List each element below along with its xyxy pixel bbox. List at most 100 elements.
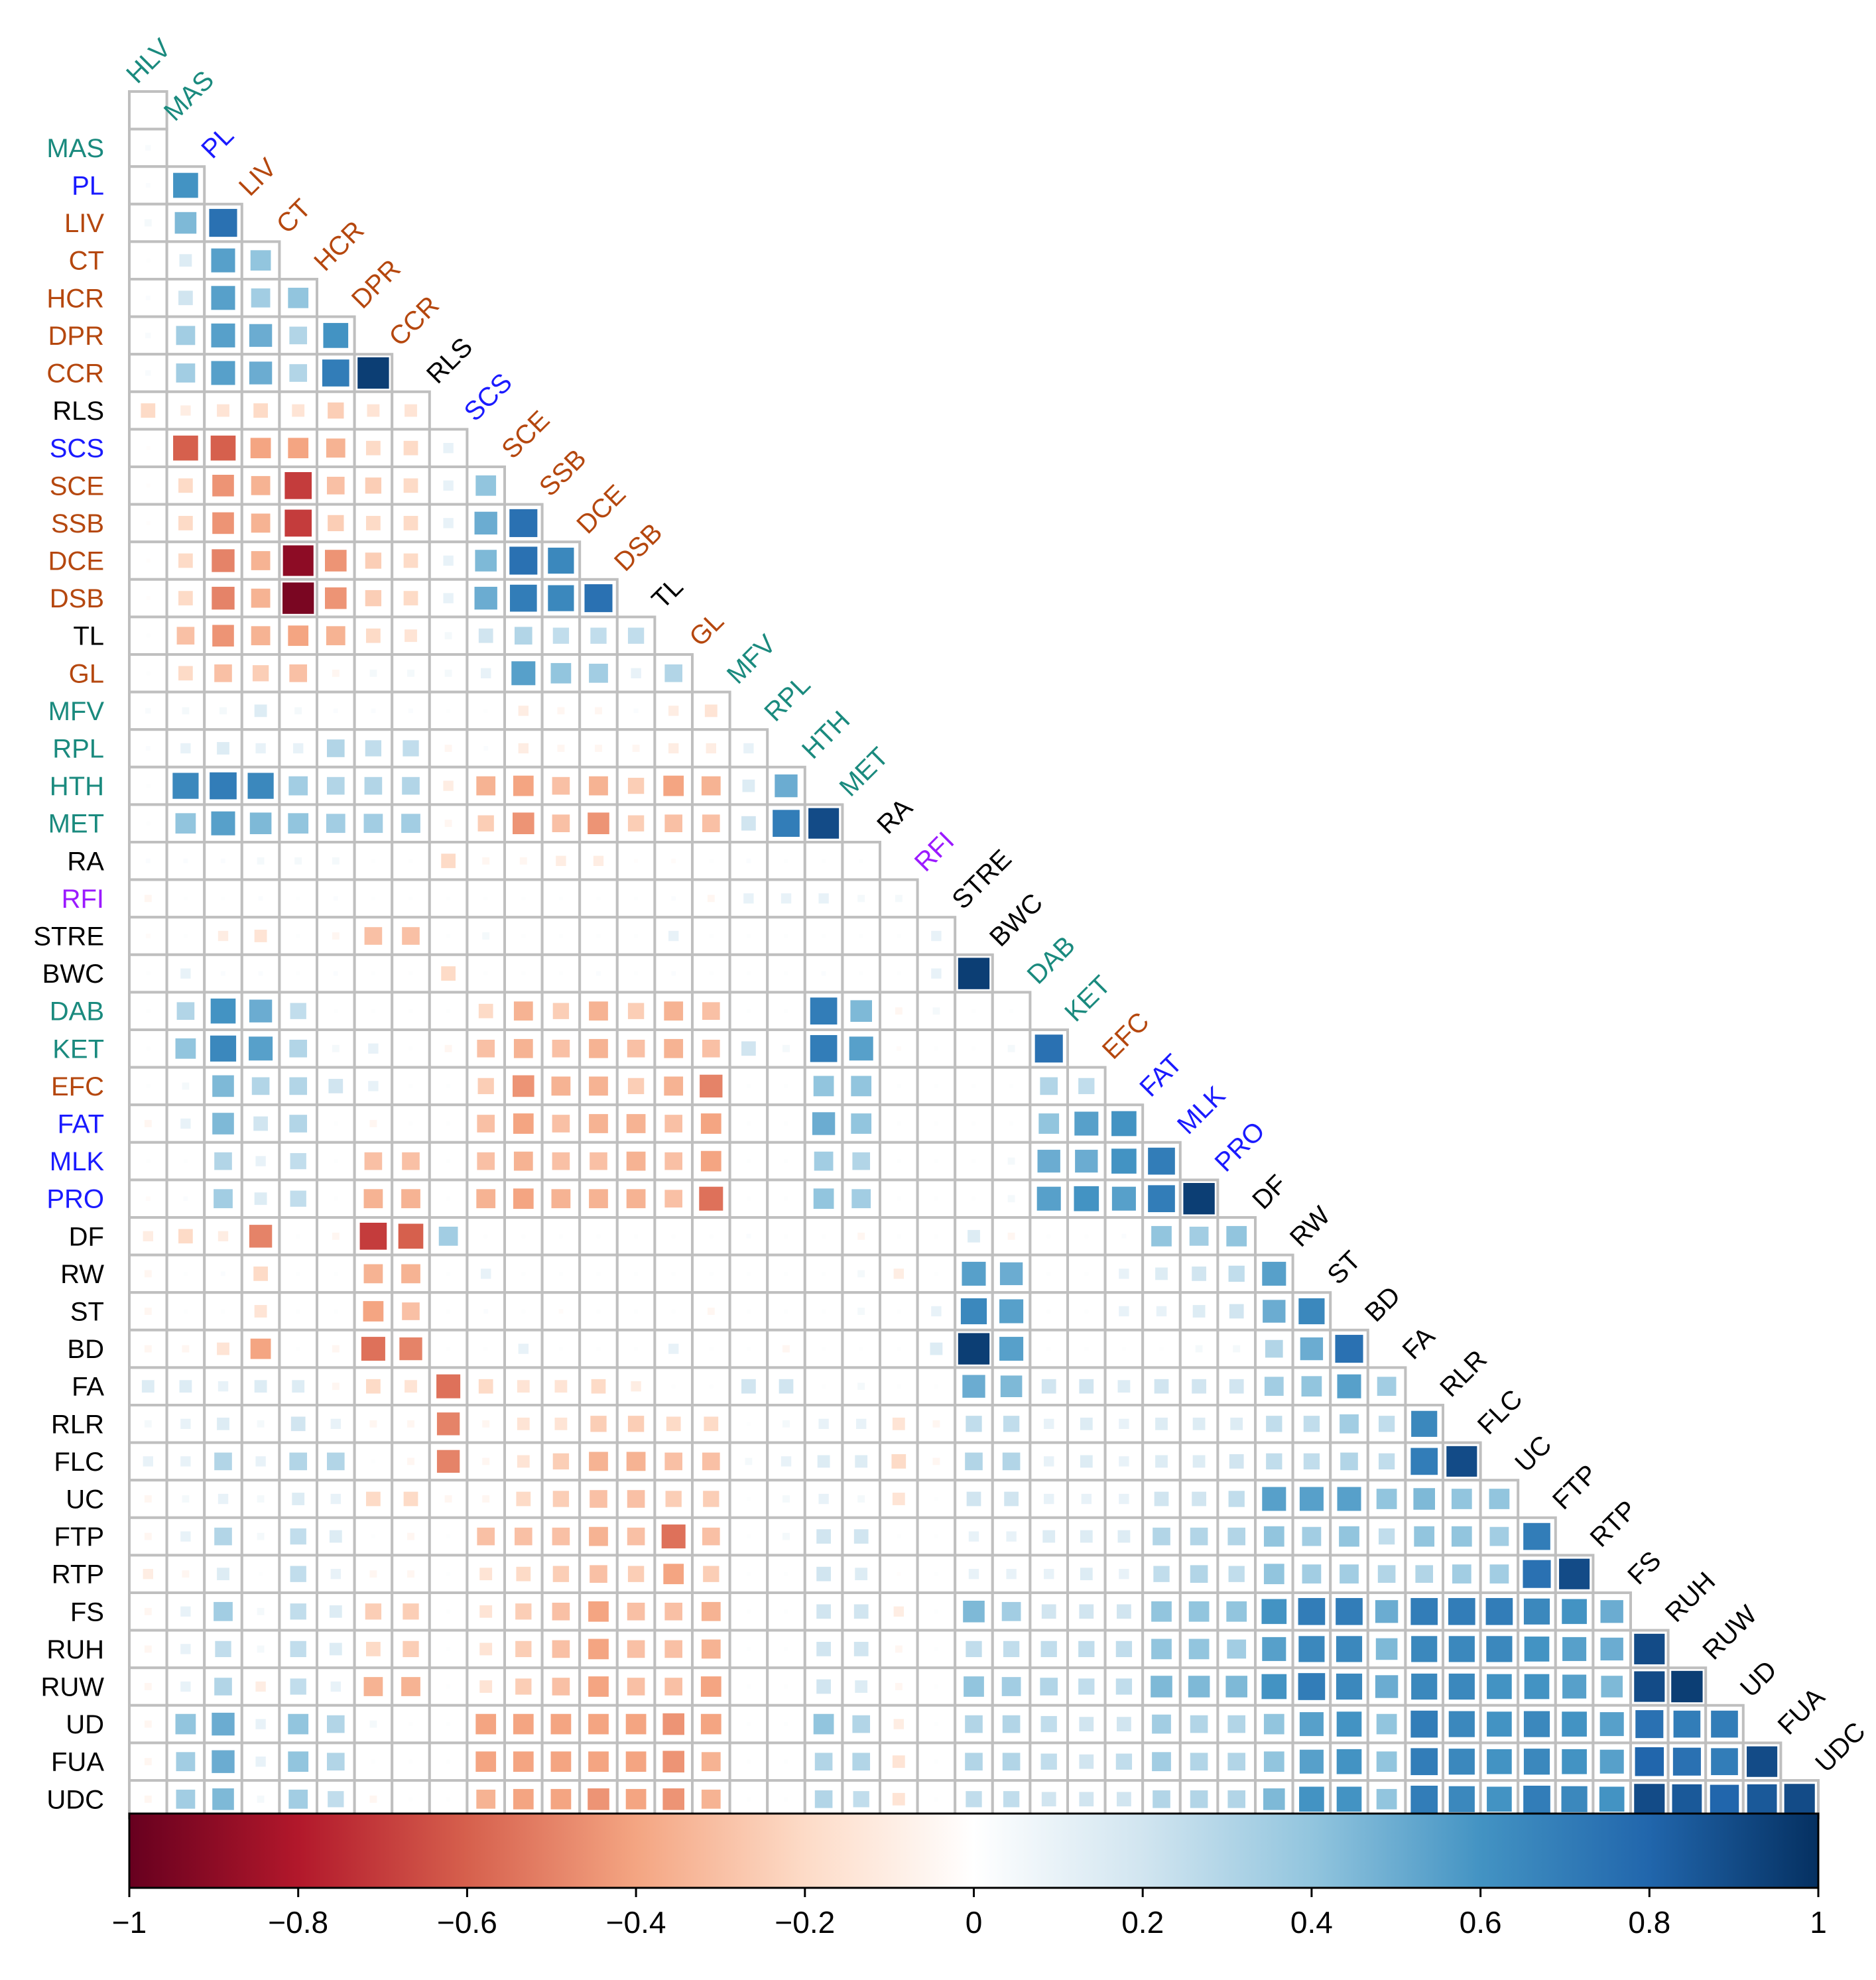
- heatmap-cell-BD-GL: [709, 1347, 714, 1351]
- heatmap-cell-MLK-SSB: [552, 1152, 570, 1170]
- heatmap-cell-FUA-CT: [288, 1751, 309, 1772]
- heatmap-cell-RUW-MFV: [746, 1684, 751, 1689]
- heatmap-cell-RW-LIV: [253, 1267, 268, 1281]
- heatmap-cell-RTP-FLC: [1489, 1564, 1509, 1584]
- heatmap-cell-RPL-RLS: [444, 745, 452, 752]
- row-label-DPR: DPR: [48, 322, 104, 351]
- heatmap-cell-FLC-GL: [702, 1452, 720, 1471]
- heatmap-cell-MFV-RLS: [446, 708, 451, 713]
- heatmap-cell-RUW-MAS: [180, 1681, 191, 1692]
- heatmap-cell-RLR-MET: [856, 1418, 867, 1429]
- heatmap-cell-RLR-CT: [290, 1416, 306, 1432]
- heatmap-cell-KET-DSB: [627, 1039, 645, 1058]
- heatmap-cell-CCR-MAS: [176, 363, 196, 383]
- heatmap-cell-BD-SSB: [558, 1347, 563, 1351]
- heatmap-cell-RW-DCE: [596, 1271, 601, 1276]
- row-label-RPL: RPL: [52, 735, 104, 764]
- heatmap-cell-DSB-SCS: [474, 586, 497, 610]
- heatmap-cell-RA-PL: [221, 858, 225, 863]
- heatmap-cell-PL-HLV: [145, 183, 151, 188]
- heatmap-cell-RUW-RA: [895, 1683, 903, 1690]
- heatmap-cell-FA-FAT: [1154, 1379, 1169, 1394]
- heatmap-cell-UC-ST: [1337, 1487, 1361, 1511]
- heatmap-cell-FLC-SSB: [552, 1453, 570, 1470]
- heatmap-cell-FUA-UD: [1747, 1746, 1778, 1777]
- column-label-SSB: SSB: [534, 444, 592, 502]
- heatmap-cell-RFI-HLV: [144, 895, 152, 902]
- heatmap-cell-RTP-DF: [1263, 1564, 1284, 1585]
- heatmap-cell-SCE-CCR: [403, 478, 418, 493]
- heatmap-cell-RFI-LIV: [258, 896, 263, 901]
- heatmap-cell-HTH-HCR: [326, 776, 345, 795]
- heatmap-cell-EFC-DPR: [368, 1081, 379, 1091]
- heatmap-cell-FUA-LIV: [255, 1757, 266, 1767]
- row-label-DSB: DSB: [50, 584, 104, 613]
- heatmap-cell-RUH-FS: [1634, 1633, 1665, 1664]
- heatmap-cell-GL-TL: [664, 664, 683, 682]
- heatmap-cell-DSB-CCR: [403, 591, 418, 605]
- heatmap-cell-FTP-MLK: [1190, 1527, 1208, 1546]
- heatmap-cell-STRE-DCE: [596, 934, 601, 938]
- colorbar-tick-label: 0: [966, 1905, 983, 1940]
- heatmap-cell-MLK-KET: [1075, 1149, 1098, 1173]
- heatmap-cell-FLC-MFV: [745, 1457, 753, 1465]
- heatmap-cell-RLR-GL: [704, 1416, 719, 1432]
- heatmap-cell-RFI-MAS: [183, 896, 188, 900]
- heatmap-cell-FTP-HCR: [329, 1530, 342, 1543]
- heatmap-cell-DAB-PL: [210, 998, 236, 1024]
- heatmap-cell-STRE-CCR: [402, 927, 420, 945]
- heatmap-cell-CT-PL: [211, 248, 235, 273]
- heatmap-cell-UD-MAS: [175, 1713, 196, 1735]
- heatmap-cell-bg: [240, 240, 281, 280]
- heatmap-cell-UDC-DF: [1263, 1788, 1285, 1810]
- heatmap-cell-RTP-HTH: [816, 1566, 831, 1581]
- heatmap-cell-DCE-HLV: [146, 558, 151, 563]
- heatmap-cell-DF-STRE: [968, 1229, 980, 1243]
- heatmap-cell-RTP-RA: [897, 1572, 901, 1576]
- heatmap-cell-RW-HLV: [144, 1270, 152, 1278]
- column-label-TL: TL: [647, 572, 689, 615]
- heatmap-cell-RUW-HTH: [816, 1679, 831, 1694]
- heatmap-cell-FTP-RA: [897, 1534, 901, 1539]
- heatmap-cell-MET-SCE: [512, 812, 534, 835]
- column-label-PRO: PRO: [1210, 1116, 1271, 1177]
- heatmap-cell-MLK-SCS: [477, 1152, 495, 1170]
- heatmap-cell-EFC-RFI: [934, 1083, 938, 1088]
- heatmap-cell-RUW-LIV: [255, 1681, 266, 1692]
- heatmap-cell-ST-PRO: [1229, 1304, 1244, 1319]
- heatmap-cell-BD-CCR: [399, 1337, 422, 1361]
- heatmap-cell-RPL-SSB: [557, 745, 565, 752]
- heatmap-cell-DCE-DPR: [365, 552, 382, 569]
- heatmap-cell-STRE-PL: [218, 930, 229, 942]
- heatmap-cell-STRE-RLS: [446, 934, 451, 938]
- heatmap-cell-RUH-HLV: [144, 1645, 152, 1653]
- heatmap-cell-bg: [954, 1516, 994, 1557]
- heatmap-cell-UD-BWC: [1002, 1715, 1021, 1733]
- heatmap-cell-FA-DAB: [1041, 1379, 1056, 1394]
- heatmap-cell-ST-HTH: [822, 1309, 826, 1314]
- column-label-ST: ST: [1322, 1245, 1366, 1290]
- heatmap-cell-DAB-CT: [290, 1003, 306, 1019]
- heatmap-cell-RW-STRE: [962, 1261, 986, 1286]
- heatmap-cell-UC-RW: [1299, 1487, 1324, 1511]
- heatmap-cell-FUA-RPL: [784, 1759, 788, 1764]
- heatmap-cell-RUW-DAB: [1040, 1678, 1058, 1696]
- heatmap-cell-RA-SCE: [519, 857, 527, 865]
- heatmap-cell-BD-ST: [1335, 1335, 1363, 1363]
- heatmap-cell-SSB-SCS: [474, 511, 497, 535]
- heatmap-cell-SSB-RLS: [443, 518, 454, 528]
- heatmap-cell-FTP-DAB: [1042, 1530, 1056, 1543]
- heatmap-cell-GL-LIV: [252, 665, 269, 682]
- heatmap-cell-UC-SCS: [482, 1495, 490, 1503]
- heatmap-cell-FUA-FS: [1635, 1747, 1664, 1776]
- heatmap-cell-UC-CCR: [403, 1491, 418, 1507]
- heatmap-cell-SSB-DPR: [366, 516, 381, 530]
- heatmap-cell-FLC-FA: [1410, 1448, 1438, 1475]
- colorbar-tick-label: 0.8: [1628, 1905, 1670, 1940]
- heatmap-cell-RLR-RPL: [782, 1420, 790, 1428]
- heatmap-cell-MFV-SSB: [557, 707, 565, 715]
- column-label-DAB: DAB: [1022, 930, 1081, 989]
- heatmap-cell-RTP-MET: [855, 1568, 868, 1581]
- heatmap-cell-FAT-BWC: [1009, 1121, 1014, 1126]
- heatmap-cell-RUH-PRO: [1227, 1639, 1247, 1659]
